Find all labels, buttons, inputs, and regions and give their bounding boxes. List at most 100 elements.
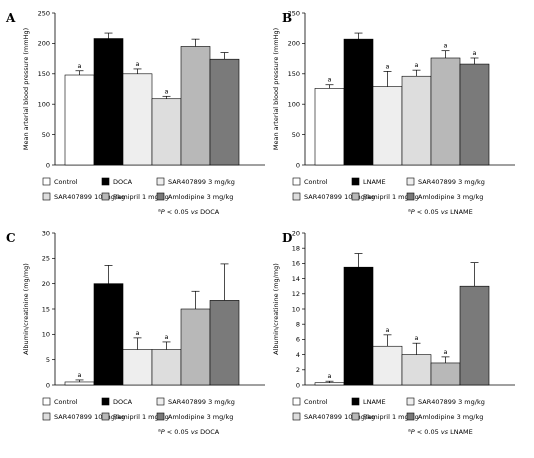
legend-swatch	[351, 192, 360, 201]
legend-label: Ramipril 1 mg/kg	[113, 413, 169, 421]
legend-swatch	[101, 192, 110, 201]
legend-label: Amlodipine 3 mg/kg	[418, 413, 483, 421]
note-text: < 0.05	[165, 428, 191, 436]
legend-label: SAR407899 3 mg/kg	[168, 178, 235, 186]
panel-letter: C	[6, 231, 16, 245]
legend-swatch	[156, 412, 165, 421]
bar-ramipril-1-mg-kg	[430, 362, 461, 386]
panel-a: A 0 50 100 150 200 250 Mean arterial blood pres…	[5, 9, 265, 216]
bar-sar407899-10-mg-kg	[401, 354, 432, 386]
legend-label: DOCA	[113, 398, 133, 406]
bar-sar407899-3-mg-kg	[122, 73, 153, 166]
y-tick-label: 250	[38, 9, 50, 17]
note-text: < 0.05	[415, 428, 441, 436]
note-p: P	[161, 428, 165, 436]
significance-mark: a	[386, 326, 390, 334]
legend-label: SAR407899 10 mg/kg	[304, 413, 375, 421]
significance-mark: a	[444, 42, 448, 50]
panel-c: C 0 5 10 15 20 25 30 Albumin/creatinine (mg/mg) a…	[6, 229, 265, 436]
y-tick-label: 16	[292, 260, 300, 268]
legend-label: Control	[304, 398, 328, 406]
y-tick-label: 50	[42, 131, 50, 139]
bar-control	[314, 88, 345, 166]
y-axis-label: Mean arterial blood pressure (mmHg)	[22, 28, 30, 150]
y-tick-label: 20	[42, 280, 50, 288]
significance-mark: a	[328, 372, 332, 380]
y-tick-label: 200	[38, 40, 50, 48]
y-axis-label: Albumin/creatinine (mg/mg)	[22, 263, 30, 355]
bar-amlodipine-3-mg-kg	[209, 300, 240, 386]
note-superscript: a	[158, 209, 161, 214]
bar-sar407899-3-mg-kg	[122, 349, 153, 386]
legend-swatch	[42, 177, 51, 186]
legend-label: Ramipril 1 mg/kg	[363, 413, 419, 421]
y-tick-label: 14	[292, 275, 300, 283]
y-tick-label: 0	[46, 381, 50, 389]
legend-label: SAR407899 3 mg/kg	[168, 398, 235, 406]
bar-sar407899-10-mg-kg	[401, 75, 432, 166]
legend-label: SAR407899 3 mg/kg	[418, 178, 485, 186]
note-ref: DOCA	[198, 208, 220, 216]
y-tick-label: 10	[292, 305, 300, 313]
legend-swatch	[351, 177, 360, 186]
panel-letter: D	[282, 231, 292, 245]
y-tick-label: 0	[296, 161, 300, 169]
bar-control	[64, 74, 95, 166]
significance-note: aP < 0.05 vs LNAME	[408, 428, 473, 436]
y-tick-label: 12	[292, 290, 300, 298]
legend-swatch	[406, 412, 415, 421]
significance-note: aP < 0.05 vs LNAME	[408, 208, 473, 216]
bar-doca	[93, 38, 124, 166]
note-p: P	[411, 208, 415, 216]
bar-sar407899-3-mg-kg	[372, 345, 403, 386]
y-tick-label: 18	[292, 245, 300, 253]
significance-mark: a	[78, 371, 82, 379]
note-superscript: a	[408, 209, 411, 214]
significance-mark: a	[415, 61, 419, 69]
legend-swatch	[156, 192, 165, 201]
legend-swatch	[351, 397, 360, 406]
legend-label: SAR407899 3 mg/kg	[418, 398, 485, 406]
bar-ramipril-1-mg-kg	[180, 308, 211, 386]
y-tick-label: 30	[42, 229, 50, 237]
y-tick-label: 150	[288, 70, 300, 78]
significance-mark: a	[165, 333, 169, 341]
panel-d: D 0 2 4 6 8 10 12 14 16 18 20 Albumin/creatinine (mg…	[272, 229, 515, 436]
legend-label: SAR407899 10 mg/kg	[304, 193, 375, 201]
legend-label: Amlodipine 3 mg/kg	[168, 413, 233, 421]
legend-swatch	[156, 397, 165, 406]
y-tick-label: 0	[296, 381, 300, 389]
significance-mark: a	[473, 49, 477, 57]
legend-swatch	[292, 177, 301, 186]
legend-label: LNAME	[363, 178, 386, 186]
significance-mark: a	[415, 334, 419, 342]
legend-swatch	[292, 412, 301, 421]
note-superscript: a	[408, 429, 411, 434]
legend-swatch	[101, 397, 110, 406]
y-tick-label: 50	[292, 131, 300, 139]
bar-sar407899-3-mg-kg	[372, 86, 403, 166]
bar-ramipril-1-mg-kg	[430, 57, 461, 166]
legend-swatch	[101, 177, 110, 186]
legend-label: Control	[304, 178, 328, 186]
bar-amlodipine-3-mg-kg	[459, 63, 490, 166]
significance-mark: a	[136, 60, 140, 68]
note-vs: vs	[441, 428, 449, 436]
legend-label: Ramipril 1 mg/kg	[113, 193, 169, 201]
legend-swatch	[292, 397, 301, 406]
legend-swatch	[351, 412, 360, 421]
bar-sar407899-10-mg-kg	[151, 349, 182, 386]
note-vs: vs	[441, 208, 449, 216]
note-ref: DOCA	[198, 428, 220, 436]
legend-swatch	[42, 412, 51, 421]
significance-mark: a	[386, 62, 390, 70]
legend-label: Ramipril 1 mg/kg	[363, 193, 419, 201]
y-tick-label: 150	[38, 70, 50, 78]
panel-b: B 0 50 100 150 200 250 Mean arterial blood pres…	[272, 9, 515, 216]
legend-label: LNAME	[363, 398, 386, 406]
y-tick-label: 10	[42, 331, 50, 339]
y-tick-label: 4	[296, 351, 300, 359]
note-superscript: a	[158, 429, 161, 434]
y-tick-label: 20	[292, 229, 300, 237]
y-axis-label: Mean arterial blood pressure (mmHg)	[272, 28, 280, 150]
